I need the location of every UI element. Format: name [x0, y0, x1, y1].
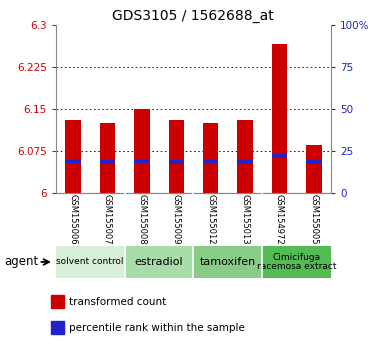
Bar	[306, 145, 321, 193]
Text: percentile rank within the sample: percentile rank within the sample	[69, 323, 245, 333]
Bar	[100, 123, 115, 193]
Text: GSM155013: GSM155013	[241, 194, 249, 245]
Text: solvent control: solvent control	[57, 257, 124, 267]
Bar	[134, 109, 150, 193]
Bar	[237, 120, 253, 193]
Text: GSM155006: GSM155006	[69, 194, 77, 245]
Text: GSM155008: GSM155008	[137, 194, 146, 245]
Bar	[272, 154, 287, 158]
Bar	[134, 160, 150, 163]
Text: tamoxifen: tamoxifen	[200, 257, 256, 267]
Bar	[51, 321, 64, 334]
Bar	[169, 160, 184, 164]
Text: GDS3105 / 1562688_at: GDS3105 / 1562688_at	[112, 9, 273, 23]
Text: GSM155009: GSM155009	[172, 194, 181, 245]
Bar	[194, 246, 262, 278]
Bar	[125, 246, 194, 278]
Bar	[272, 44, 287, 193]
Bar	[203, 123, 218, 193]
Text: GSM154972: GSM154972	[275, 194, 284, 245]
Text: GSM155012: GSM155012	[206, 194, 215, 245]
Text: Cimicifuga
racemosa extract: Cimicifuga racemosa extract	[257, 253, 336, 271]
Text: GSM155007: GSM155007	[103, 194, 112, 245]
Text: GSM155005: GSM155005	[310, 194, 318, 245]
Bar	[237, 160, 253, 164]
Text: agent: agent	[4, 256, 38, 268]
Text: estradiol: estradiol	[135, 257, 183, 267]
Bar	[65, 160, 81, 163]
Bar	[262, 246, 331, 278]
Text: transformed count: transformed count	[69, 297, 167, 307]
Bar	[169, 120, 184, 193]
Bar	[306, 160, 321, 164]
Bar	[51, 295, 64, 308]
Bar	[100, 160, 115, 164]
Bar	[56, 246, 125, 278]
Bar	[65, 120, 81, 193]
Bar	[203, 160, 218, 163]
